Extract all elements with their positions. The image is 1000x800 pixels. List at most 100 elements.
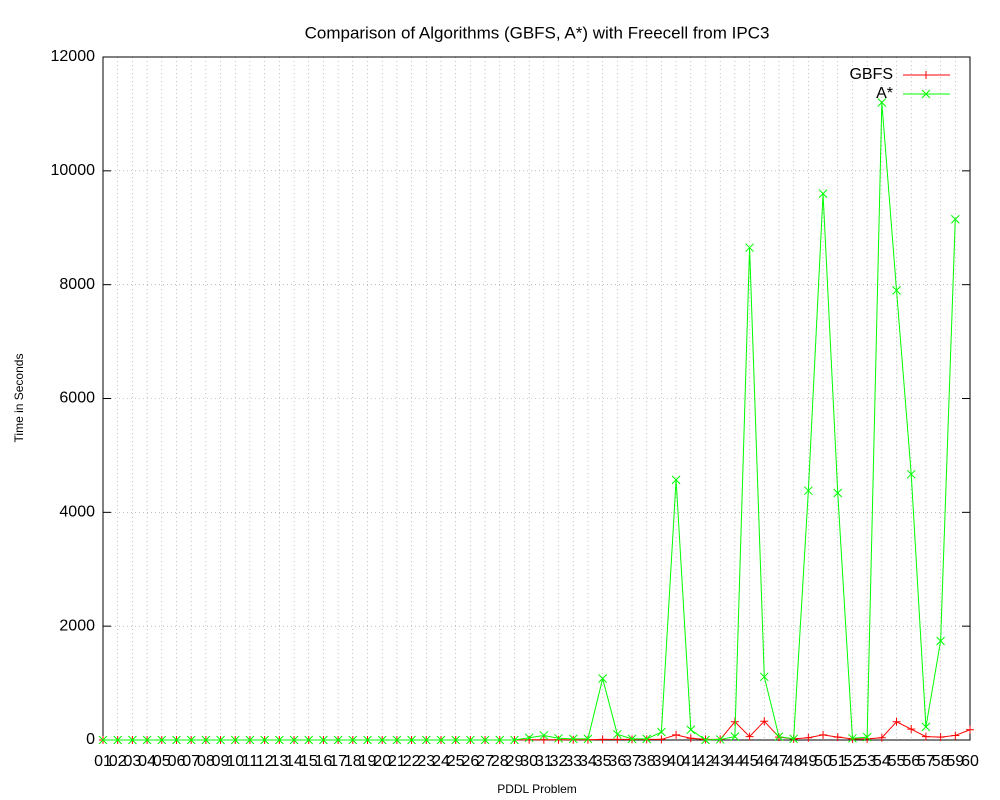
- x-tick-label: 60: [961, 753, 979, 770]
- data-point: [818, 189, 828, 198]
- x-tick-label: 57: [917, 753, 935, 770]
- y-tick-label: 2000: [59, 617, 95, 634]
- x-tick-label: 01: [94, 753, 112, 770]
- data-point: [760, 717, 769, 726]
- data-point: [906, 469, 916, 479]
- data-point: [950, 214, 960, 224]
- data-point: [186, 735, 196, 745]
- data-point: [921, 732, 930, 741]
- data-point: [304, 735, 314, 745]
- x-tick-label: 53: [858, 753, 876, 770]
- x-tick-label: 31: [535, 753, 553, 770]
- data-point: [216, 735, 225, 745]
- x-tick-label: 45: [741, 753, 759, 770]
- data-point: [510, 735, 519, 745]
- data-point: [172, 735, 181, 745]
- data-point: [466, 735, 475, 745]
- data-point: [407, 735, 416, 745]
- x-tick-label: 55: [888, 753, 906, 770]
- data-point: [921, 722, 931, 732]
- data-point: [701, 735, 710, 745]
- data-point: [245, 735, 255, 745]
- data-point: [774, 732, 784, 741]
- data-point: [348, 735, 358, 745]
- y-tick-label: 4000: [59, 504, 95, 521]
- x-tick-label: 52: [844, 753, 862, 770]
- data-point: [554, 735, 563, 744]
- x-tick-label: 39: [653, 753, 671, 770]
- x-tick-label: 11: [242, 753, 259, 770]
- legend-label: GBFS: [849, 66, 893, 83]
- data-point: [421, 735, 431, 745]
- x-tick-label: 29: [506, 753, 524, 770]
- x-axis-label: PDDL Problem: [497, 782, 577, 796]
- data-point: [848, 733, 857, 743]
- data-point: [274, 735, 284, 745]
- data-point: [833, 733, 842, 742]
- legend-marker: [921, 89, 931, 99]
- data-point: [260, 735, 269, 745]
- x-tick-label: 03: [123, 753, 141, 770]
- data-point: [657, 727, 666, 737]
- data-point: [363, 735, 372, 745]
- data-point: [936, 636, 945, 646]
- y-tick-label: 8000: [59, 276, 95, 293]
- data-point: [804, 733, 813, 742]
- data-point: [686, 734, 695, 743]
- data-point: [759, 672, 769, 682]
- data-point: [230, 735, 240, 745]
- y-tick-label: 6000: [59, 390, 95, 407]
- data-point: [862, 732, 872, 742]
- data-point: [877, 733, 886, 742]
- data-point: [598, 735, 607, 744]
- x-tick-label: 12: [256, 753, 274, 770]
- data-point: [730, 732, 740, 741]
- y-tick-label: 0: [86, 731, 95, 748]
- x-tick-label: 25: [447, 753, 465, 770]
- data-point: [819, 730, 828, 739]
- data-point: [128, 735, 137, 745]
- x-tick-label: 32: [550, 753, 568, 770]
- x-tick-label: 19: [359, 753, 377, 770]
- x-tick-label: 21: [388, 753, 406, 770]
- data-point: [951, 731, 960, 740]
- data-point: [436, 735, 446, 745]
- x-tick-label: 07: [182, 753, 200, 770]
- data-point: [480, 735, 490, 745]
- data-point: [686, 725, 696, 735]
- x-tick-label: 34: [579, 753, 597, 770]
- x-tick-label: 27: [476, 753, 494, 770]
- x-tick-label: 23: [417, 753, 435, 770]
- data-point: [451, 735, 461, 745]
- x-tick-label: 37: [623, 753, 641, 770]
- data-point: [715, 735, 725, 744]
- x-tick-label: 46: [755, 753, 773, 770]
- data-point: [907, 725, 916, 734]
- data-point: [113, 735, 123, 745]
- x-tick-label: 43: [711, 753, 729, 770]
- data-point: [936, 733, 945, 742]
- x-tick-label: 35: [594, 753, 612, 770]
- data-point: [142, 735, 152, 745]
- x-tick-label: 20: [373, 753, 391, 770]
- data-point: [201, 735, 211, 745]
- x-tick-label: 28: [491, 753, 509, 770]
- x-tick-label: 40: [667, 753, 685, 770]
- data-point: [892, 286, 901, 295]
- data-point: [671, 475, 681, 485]
- x-tick-label: 09: [212, 753, 230, 770]
- chart-title: Comparison of Algorithms (GBFS, A*) with…: [305, 23, 770, 42]
- x-tick-label: 41: [682, 753, 700, 770]
- data-point: [554, 733, 563, 743]
- x-tick-label: 10: [226, 753, 244, 770]
- data-point: [833, 488, 843, 498]
- x-tick-label: 56: [902, 753, 920, 770]
- data-point: [804, 486, 813, 496]
- x-tick-label: 36: [608, 753, 626, 770]
- data-point: [745, 243, 754, 253]
- data-point: [966, 725, 974, 734]
- data-point: [657, 735, 666, 744]
- x-tick-label: 58: [932, 753, 950, 770]
- data-point: [333, 735, 343, 745]
- y-tick-label: 10000: [51, 162, 96, 179]
